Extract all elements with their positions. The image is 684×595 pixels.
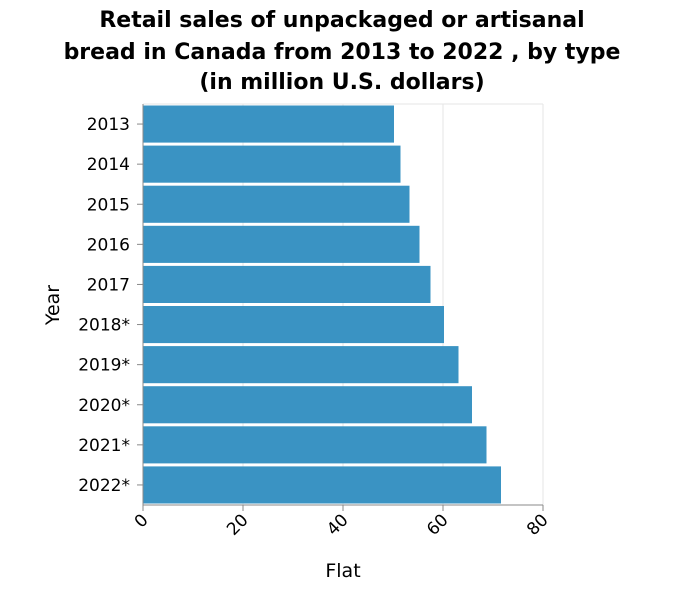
y-tick-label: 2021* bbox=[78, 436, 130, 456]
bars bbox=[143, 105, 501, 504]
x-tick-label: 60 bbox=[423, 510, 452, 539]
x-tick-label: 40 bbox=[323, 510, 352, 539]
y-tick-label: 2015 bbox=[87, 195, 130, 215]
chart-title-line-1: Retail sales of unpackaged or artisanal bbox=[99, 8, 584, 33]
y-tick-label: 2018* bbox=[78, 316, 130, 336]
bar bbox=[143, 346, 459, 384]
y-axis-title: Year bbox=[42, 285, 64, 326]
y-tick-label: 2017 bbox=[87, 275, 130, 295]
bar bbox=[143, 105, 394, 143]
y-tick-label: 2019* bbox=[78, 356, 130, 376]
bar bbox=[143, 265, 431, 303]
bar bbox=[143, 225, 420, 263]
x-tick-label: 80 bbox=[523, 510, 552, 539]
y-tick-label: 2013 bbox=[87, 115, 130, 135]
bar bbox=[143, 426, 487, 464]
x-axis-title: Flat bbox=[325, 560, 360, 582]
y-tick-label: 2022* bbox=[78, 476, 130, 496]
x-tick-label: 20 bbox=[223, 510, 252, 539]
bar bbox=[143, 185, 410, 223]
bar bbox=[143, 466, 501, 504]
axes bbox=[137, 104, 544, 511]
chart-title-line-2: bread in Canada from 2013 to 2022 , by t… bbox=[64, 40, 621, 65]
y-tick-label: 2020* bbox=[78, 396, 130, 416]
bar bbox=[143, 145, 401, 183]
x-tick-label: 0 bbox=[131, 510, 153, 532]
chart-title: Retail sales of unpackaged or artisanal … bbox=[64, 8, 621, 95]
bar bbox=[143, 386, 472, 424]
bar bbox=[143, 306, 444, 344]
y-tick-label: 2016 bbox=[87, 235, 130, 255]
chart-title-line-3: (in million U.S. dollars) bbox=[199, 70, 484, 95]
y-tick-label: 2014 bbox=[87, 155, 130, 175]
